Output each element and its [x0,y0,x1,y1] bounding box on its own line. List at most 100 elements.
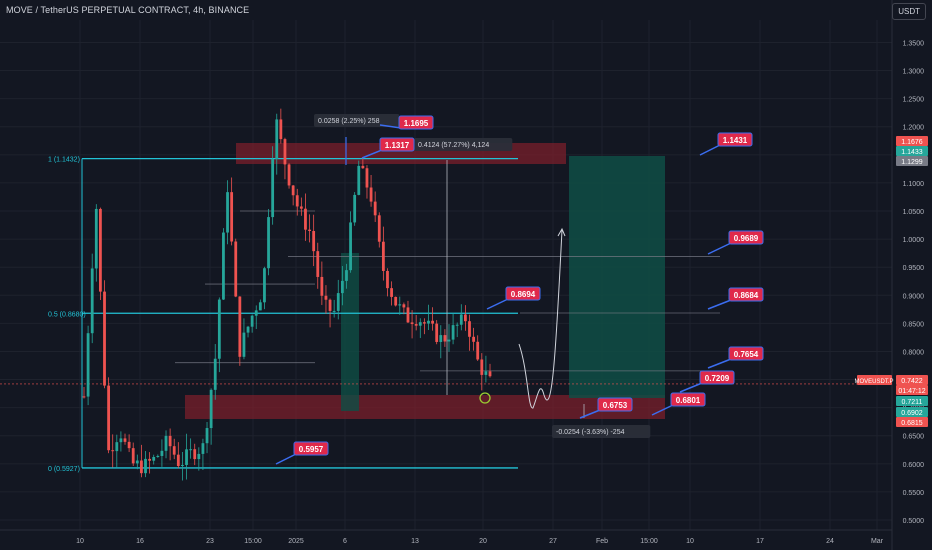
candle-body [111,450,115,452]
price-callout-label: 0.6801 [676,396,701,405]
label-pointer [275,453,297,465]
candle-body [99,208,102,292]
candle-body [271,158,275,218]
candle-body [291,185,295,196]
x-tick-label: 10 [686,538,694,545]
candle-body [332,310,336,312]
price-tag-label: 0.6815 [901,420,923,427]
long-zone-small [341,253,359,411]
price-callout [505,286,541,301]
candle-body [123,438,127,442]
candle-body [435,323,439,342]
candle-body [263,268,266,303]
measure-label: 0.0258 (2.25%) 258 [318,118,380,125]
target-circle [479,392,491,404]
price-callout-label: 0.6753 [603,401,628,410]
candle-body [275,119,279,159]
price-callout [728,287,764,302]
candle-body [193,449,197,460]
candle-body [258,302,262,311]
label-pointer [707,358,732,369]
candle-body [242,332,246,357]
candle-body [230,192,234,242]
candle-body [295,195,299,207]
label-pointer [379,124,402,129]
price-callout-label: 1.1317 [385,141,410,150]
candle-body [386,270,389,289]
candle-body [238,296,242,357]
price-tag-label: 0.7211 [902,399,923,406]
label-pointer [699,144,721,156]
candle-body [369,187,373,202]
price-tag [896,417,928,427]
candle-body [443,335,447,342]
y-tick-label: 0.6000 [903,462,925,469]
candle-body [90,268,94,334]
y-tick-label: 0.8500 [903,321,925,328]
candle-body [390,288,393,297]
candle-body [160,450,164,456]
candle-body [201,443,205,454]
price-callout [293,441,329,456]
candle-body [353,194,357,223]
x-tick-label: 2025 [288,538,304,545]
candle-body [398,304,402,306]
price-callout-label: 0.8694 [511,290,536,299]
fib-label: 1 (1.1432) [48,157,80,164]
candle-body [324,295,328,300]
price-callout-label: 1.1431 [723,136,748,145]
candle-body [480,359,484,375]
candle-body [488,371,492,377]
candle-body [115,442,119,452]
measure-box [552,425,651,438]
candle-body [82,396,86,398]
y-tick-label: 0.5000 [903,518,925,525]
candle-body [185,449,188,465]
candle-body [283,139,287,165]
price-callout [597,397,633,412]
candle-body [135,460,139,464]
price-callout [379,137,415,152]
measure-label: -0.0254 (-3.63%) -254 [556,429,625,436]
y-tick-label: 1.2500 [903,97,925,104]
label-pointer [486,298,509,310]
candle-body [287,164,291,186]
candle-body [377,215,381,242]
candle-body [226,192,229,233]
candle-body [250,315,254,327]
candle-body [254,310,258,316]
price-callout-label: 0.7654 [734,350,759,359]
candle-body [107,385,111,451]
price-axis [892,0,932,550]
fib-label: 0.5 (0.8680) [48,311,86,318]
x-tick-label: 23 [206,538,214,545]
candle-body [205,428,209,444]
label-pointer [651,404,674,416]
candle-body [152,456,156,461]
label-pointer [679,382,703,393]
y-tick-label: 0.9000 [903,293,925,300]
candle-body [86,333,90,397]
fib-label: 0 (0.5927) [48,466,80,473]
y-tick-label: 1.1000 [903,181,925,188]
price-callout [728,346,764,361]
x-tick-label: 15:00 [640,538,658,545]
y-tick-label: 0.5500 [903,490,925,497]
candle-body [217,299,221,359]
candle-body [406,307,410,323]
currency-button[interactable]: USDT [892,3,926,20]
candle-body [148,458,152,461]
price-callout [717,132,753,147]
x-tick-label: 20 [479,538,487,545]
y-tick-label: 1.3000 [903,69,925,76]
price-tag-label: 1.1433 [901,149,923,156]
support-zone [185,395,665,419]
candle-body [345,270,348,281]
candle-body [299,206,303,209]
candle-body [127,441,131,449]
candle-body [164,435,168,451]
price-tag [896,136,928,146]
candle-body [414,324,418,326]
candle-body [168,435,172,447]
